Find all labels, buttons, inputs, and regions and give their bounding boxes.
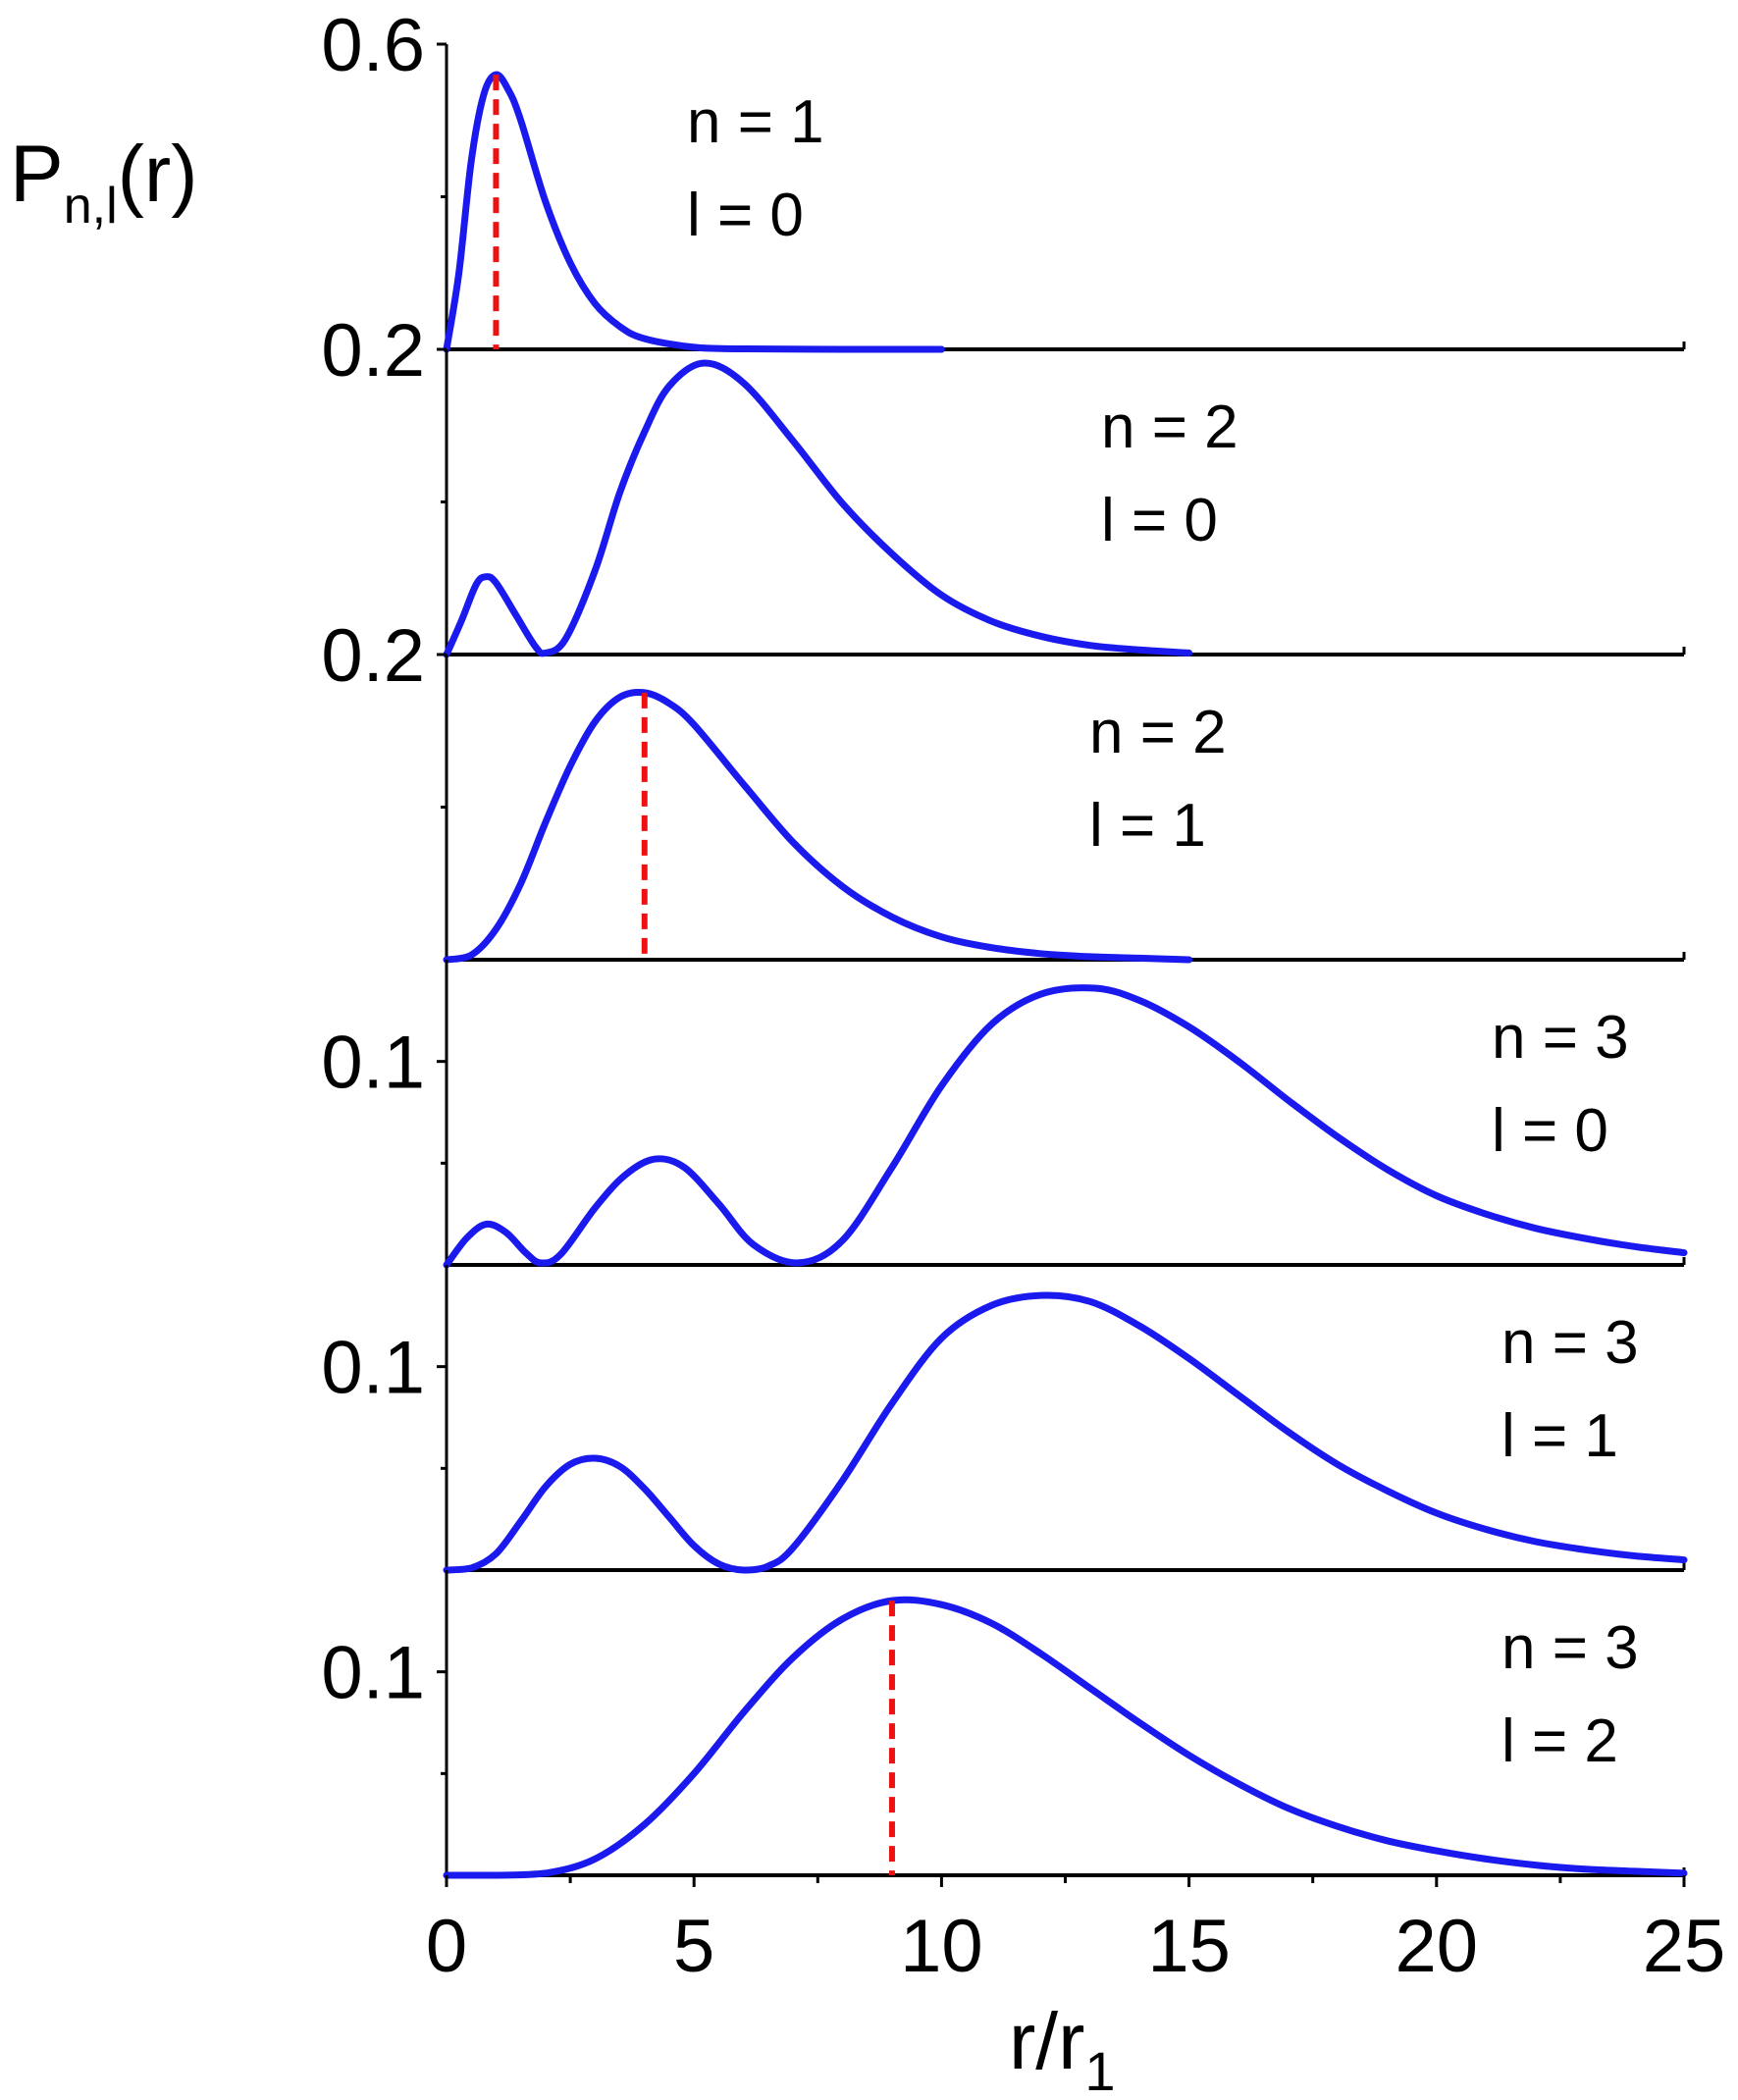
probability-curve <box>443 1596 1688 1879</box>
panel-n-label: n = 1 <box>687 88 824 156</box>
y-tick-label: 0.1 <box>321 1022 425 1105</box>
y-tick-label: 0.6 <box>321 4 425 87</box>
x-tick-label: 5 <box>673 1905 714 1988</box>
panel-3: 0.2 n = 2 l = 1 <box>321 614 1686 964</box>
panel-n-label: n = 3 <box>1492 1004 1629 1072</box>
y-axis-title-subscript: n,l <box>64 178 118 235</box>
panel-l-label: l = 0 <box>1101 487 1218 554</box>
panel-5: 0.1 n = 3 l = 1 <box>321 1265 1688 1574</box>
x-axis-title: r/r1 <box>1009 1997 1116 2095</box>
panel-l-label: l = 0 <box>687 182 804 249</box>
y-tick-label: 0.2 <box>321 309 425 393</box>
panel-l-label: l = 1 <box>1501 1402 1618 1470</box>
x-tick-label: 15 <box>1147 1905 1231 1988</box>
panel-n-label: n = 3 <box>1501 1309 1639 1377</box>
x-tick-label: 0 <box>426 1905 467 1988</box>
probability-curve <box>443 1291 1688 1574</box>
panel-2: 0.2 n = 2 l = 0 <box>321 309 1686 658</box>
probability-curve <box>443 71 945 353</box>
x-tick-label: 20 <box>1396 1905 1479 1988</box>
x-tick-label: 25 <box>1643 1905 1726 1988</box>
y-axis-title-main: P <box>10 130 64 219</box>
panel-n-label: n = 3 <box>1501 1614 1639 1682</box>
panel-n-label: n = 2 <box>1089 699 1227 766</box>
panel-l-label: l = 0 <box>1492 1097 1608 1165</box>
x-axis-title-main: r/r <box>1009 1997 1084 2086</box>
probability-curve <box>443 688 1193 964</box>
panels-layer: 0.6n = 1l = 00.2n = 2l = 00.2n = 2l = 10… <box>321 4 1688 1879</box>
probability-curve <box>443 359 1193 658</box>
y-axis-title: Pn,l(r) <box>10 130 198 235</box>
y-tick-label: 0.1 <box>321 1632 425 1715</box>
probability-curve <box>443 984 1688 1269</box>
y-tick-label: 0.2 <box>321 614 425 698</box>
panel-1: 0.6 n = 1 l = 0 <box>321 4 1686 353</box>
panel-l-label: l = 2 <box>1501 1707 1618 1775</box>
panel-n-label: n = 2 <box>1101 394 1238 461</box>
y-tick-label: 0.1 <box>321 1327 425 1410</box>
x-axis-title-subscript: 1 <box>1084 2040 1115 2095</box>
panel-l-label: l = 1 <box>1089 792 1206 860</box>
x-tick-label: 10 <box>900 1905 983 1988</box>
panel-4: 0.1 n = 3 l = 0 <box>321 960 1688 1269</box>
x-axis: 0 5 10 15 20 25 <box>426 1875 1725 1988</box>
y-axis-title-suffix: (r) <box>118 130 198 219</box>
panel-6: 0.1 n = 3 l = 2 <box>321 1570 1688 1879</box>
